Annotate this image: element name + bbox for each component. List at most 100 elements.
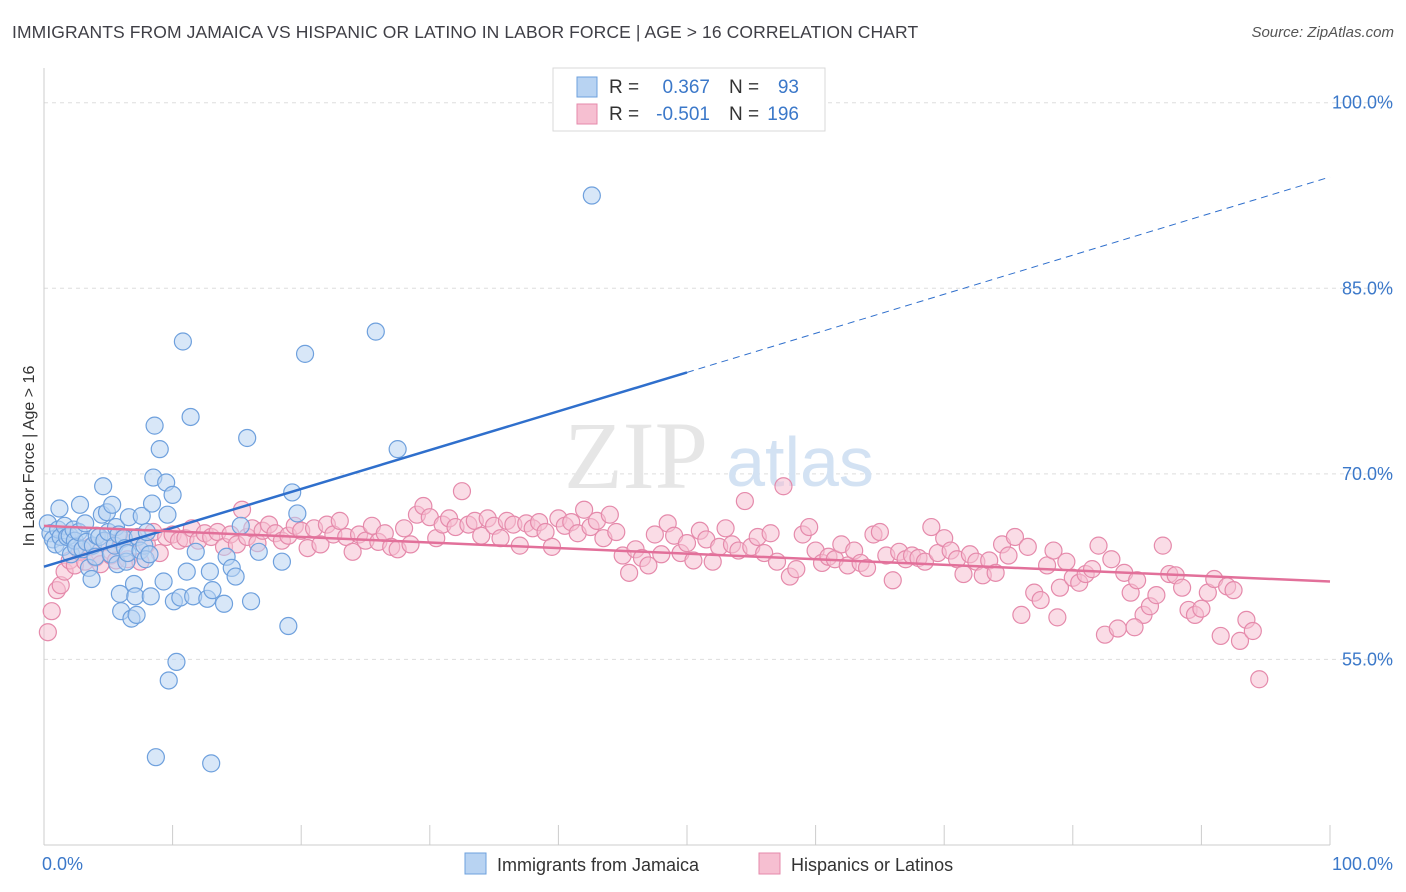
legend-n-value-1: 93 [778, 77, 799, 98]
hispanic-point-155 [1005, 527, 1025, 547]
hispanic-point-47 [311, 535, 330, 554]
y-tick-label-1: 70.0% [1342, 464, 1393, 484]
hispanic-point-161 [1044, 541, 1063, 560]
hispanic-point-147 [954, 564, 973, 584]
jamaica-point-47 [127, 605, 146, 625]
legend-r-value-1: 0.367 [662, 77, 710, 98]
hispanic-point-168 [1089, 536, 1108, 555]
jamaica-point-27 [94, 477, 113, 496]
hispanic-point-52 [343, 542, 362, 561]
legend-n-value-2: 196 [767, 104, 799, 125]
jamaica-point-59 [146, 748, 165, 767]
jamaica-trend-line [43, 371, 688, 568]
hispanic-point-159 [1031, 590, 1050, 610]
hispanic-point-60 [394, 519, 414, 538]
jamaica-point-71 [181, 407, 200, 427]
legend-r-label-2: R = [609, 104, 639, 125]
hispanic-point-177 [1147, 586, 1166, 605]
series-legend: Immigrants from Jamaica Hispanics or Lat… [464, 852, 953, 875]
jamaica-point-82 [231, 516, 250, 535]
hispanic-point-136 [883, 571, 902, 590]
hispanic-point-134 [870, 522, 890, 542]
hispanic-point-1 [42, 602, 61, 621]
hispanic-point-0 [38, 623, 57, 642]
hispanic-point-195 [1048, 608, 1067, 627]
jamaica-point-90 [295, 344, 315, 363]
legend-n-label-2: N = [729, 104, 759, 125]
jamaica-point-75 [200, 562, 219, 581]
jamaica-point-16 [70, 495, 90, 514]
hispanic-point-93 [607, 522, 626, 542]
x-tick-label-0: 0.0% [42, 854, 83, 874]
y-tick-label-3: 100.0% [1332, 93, 1393, 113]
hispanic-point-113 [735, 491, 754, 511]
jamaica-point-63 [158, 505, 177, 524]
hispanic-point-193 [1250, 670, 1269, 689]
hispanic-trend-line [43, 524, 1331, 583]
watermark-zip: ZIP [564, 402, 708, 509]
hispanic-point-171 [1108, 619, 1127, 638]
hispanic-point-117 [761, 524, 780, 543]
jamaica-point-83 [238, 428, 257, 448]
jamaica-point-91 [366, 322, 385, 341]
jamaica-point-32 [103, 495, 122, 514]
jamaica-point-21 [82, 569, 101, 589]
hispanic-point-167 [1082, 560, 1102, 579]
jamaica-point-84 [241, 592, 261, 611]
hispanic-point-156 [1012, 605, 1031, 625]
jamaica-point-54 [140, 545, 159, 564]
hispanic-point-163 [1057, 552, 1076, 571]
legend-r-label-1: R = [609, 77, 639, 98]
jamaica-point-5 [50, 499, 69, 518]
legend-n-label-1: N = [729, 77, 759, 98]
jamaica-point-92 [388, 440, 407, 459]
hispanic-point-110 [716, 519, 735, 538]
hispanic-point-104 [677, 534, 697, 553]
jamaica-point-86 [272, 552, 292, 571]
hispanic-point-162 [1050, 578, 1070, 597]
hispanic-point-157 [1018, 537, 1037, 556]
jamaica-point-64 [159, 671, 178, 690]
jamaica-point-73 [186, 542, 205, 561]
jamaica-point-56 [142, 494, 162, 513]
jamaica-point-78 [214, 594, 234, 613]
hispanic-point-100 [652, 545, 671, 564]
legend-label-hispanics: Hispanics or Latinos [791, 855, 953, 875]
jamaica-point-87 [279, 616, 298, 636]
source-label: Source: ZipAtlas.com [1251, 24, 1394, 41]
y-tick-label-2: 85.0% [1342, 278, 1393, 298]
jamaica-point-93 [582, 186, 601, 205]
hispanic-point-187 [1211, 626, 1230, 646]
jamaica-point-55 [141, 587, 160, 606]
legend-swatch-hispanics [758, 852, 781, 875]
hispanic-point-123 [800, 517, 819, 537]
jamaica-point-81 [226, 567, 245, 586]
hispanic-point-95 [620, 563, 639, 582]
hispanic-point-141 [915, 552, 935, 571]
tick-labels: 55.0% 70.0% 85.0% 100.0% 0.0% 100.0% [42, 93, 1393, 874]
jamaica-point-61 [154, 572, 173, 591]
legend-box [552, 67, 826, 132]
legend-label-jamaica: Immigrants from Jamaica [497, 855, 700, 875]
hispanic-point-192 [1243, 621, 1262, 641]
legend-swatch-blue [576, 76, 598, 98]
hispanic-point-181 [1173, 578, 1192, 597]
jamaica-point-85 [249, 542, 268, 561]
hispanic-point-178 [1153, 536, 1172, 555]
jamaica-point-60 [150, 440, 169, 459]
axes [43, 68, 1331, 846]
legend-r-value-2: -0.501 [656, 104, 710, 125]
correlation-legend: R = 0.367 N = 93 R = -0.501 N = 196 [552, 67, 826, 132]
hispanic-point-184 [1192, 599, 1211, 618]
series-hispanics-points [38, 477, 1269, 689]
y-tick-label-0: 55.0% [1342, 649, 1393, 669]
jamaica-point-67 [167, 652, 186, 672]
jamaica-point-89 [288, 504, 307, 523]
hispanic-point-88 [575, 500, 594, 519]
hispanic-point-189 [1224, 581, 1243, 600]
jamaica-point-50 [132, 506, 151, 526]
hispanic-point-105 [684, 551, 703, 570]
hispanic-point-99 [645, 525, 664, 544]
series-jamaica-points [38, 186, 601, 773]
